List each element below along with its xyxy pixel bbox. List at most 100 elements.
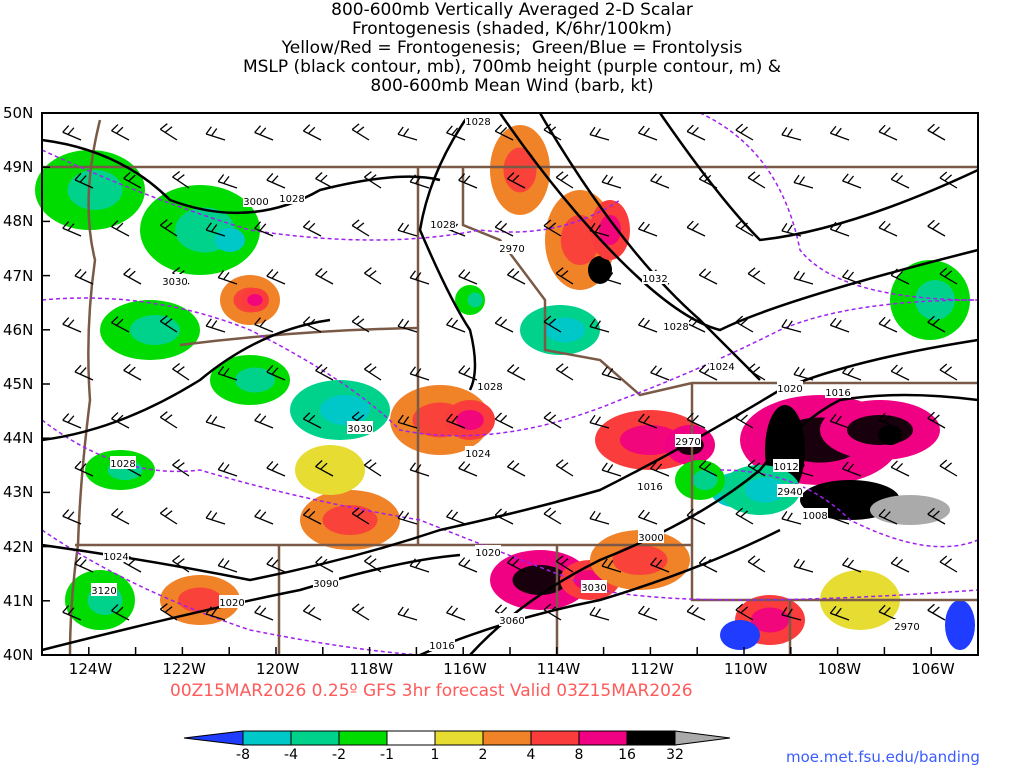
wind-barb (793, 366, 814, 381)
label-bg (243, 194, 269, 207)
label-bg (642, 271, 668, 284)
wind-barb (266, 269, 286, 285)
wind-barb (111, 316, 130, 333)
wind-barb (543, 219, 562, 237)
lon-label: 116W (443, 660, 487, 678)
wind-barb (506, 268, 526, 285)
lat-label: 46N (3, 320, 34, 339)
wind-barb (781, 319, 802, 333)
colorbar-min-arrow (183, 730, 244, 746)
wind-barb (205, 606, 226, 621)
wind-barb (351, 603, 370, 621)
label-bg (581, 580, 607, 593)
wind-barb (254, 605, 274, 621)
wind-barb (315, 172, 334, 189)
wind-barb (172, 458, 190, 477)
wind-barb (698, 172, 718, 189)
frontogenesis-area (945, 600, 975, 650)
wind-barb (446, 605, 466, 621)
wind-barb (829, 221, 850, 237)
wind-barb (650, 173, 670, 189)
label-bg (637, 479, 663, 492)
wind-barb (409, 174, 430, 189)
wind-barb (217, 558, 238, 573)
colorbar-label: -8 (236, 747, 250, 763)
wind-barb (111, 412, 130, 429)
wind-barb (829, 605, 850, 621)
wind-barb (829, 413, 850, 429)
wind-barb (397, 126, 418, 141)
wind-barb (878, 604, 898, 621)
wind-barb (890, 364, 910, 381)
credit-link[interactable]: moe.met.fsu.edu/banding (786, 748, 980, 766)
title-line: Frontogenesis (shaded, K/6hr/100km) (352, 19, 672, 39)
wind-barb (364, 363, 382, 381)
wind-barb (878, 124, 898, 141)
wind-barb (735, 603, 754, 621)
wind-barb (555, 267, 574, 285)
frontolysis-core (235, 367, 275, 393)
wind-barb (735, 411, 754, 429)
label-bg (773, 459, 799, 472)
colorbar-swatch (626, 730, 676, 746)
wind-barb (939, 267, 958, 285)
wind-barb (74, 172, 94, 189)
wind-barb (927, 123, 946, 141)
colorbar-label: 1 (430, 747, 440, 763)
wind-barb (589, 510, 610, 525)
colorbar-label: 2 (478, 747, 488, 763)
wind-barb (781, 511, 802, 525)
wind-barb (62, 509, 82, 525)
wind-barb (446, 509, 466, 525)
wind-barb (315, 556, 334, 573)
wind-barb (793, 174, 814, 189)
wind-barb (205, 126, 226, 141)
wind-barb (601, 174, 622, 189)
frontogenesis-core (599, 215, 621, 245)
wind-barb (506, 556, 526, 573)
wind-barb (878, 316, 898, 333)
mslp-label: 1024 (103, 552, 128, 563)
title-line: 800-600mb Vertically Averaged 2-D Scalar (331, 0, 693, 20)
wind-barbs (62, 123, 958, 621)
wind-barb (159, 603, 178, 621)
mslp-label: 1016 (429, 641, 454, 652)
wind-barb (781, 223, 802, 237)
wind-barb (62, 317, 82, 333)
wind-barb (364, 459, 382, 477)
mslp-label: 1028 (430, 220, 455, 231)
title-line: 800-600mb Mean Wind (barb, kt) (370, 76, 654, 96)
state-borders (42, 119, 978, 656)
wind-barb (254, 509, 274, 525)
wind-barb (111, 604, 130, 621)
lon-label: 106W (911, 660, 955, 678)
wind-barb (842, 461, 862, 477)
colorbar-label: 32 (666, 747, 684, 763)
colorbar-swatch (386, 730, 436, 746)
lon-label: 110W (724, 660, 768, 678)
wind-barb (555, 555, 574, 573)
wind-barb (735, 315, 754, 333)
wind-barb (62, 605, 82, 621)
label-bg (162, 274, 188, 287)
label-bg (219, 595, 245, 608)
label-bg (475, 545, 501, 558)
wind-barb (506, 460, 526, 477)
title-line: MSLP (black contour, mb), 700mb height (… (242, 57, 782, 77)
label-bg (825, 385, 851, 398)
wind-barb (74, 556, 94, 573)
forecast-subtitle: 00Z15MAR2026 0.25º GFS 3hr forecast Vali… (170, 681, 693, 701)
colorbar (183, 730, 731, 746)
frontogenesis-core (322, 505, 378, 535)
wind-barb (302, 604, 322, 621)
wind-barb (927, 219, 946, 237)
wind-barb (159, 123, 178, 141)
wind-barb (735, 507, 754, 525)
mslp-label: 1024 (709, 362, 734, 373)
wind-barb (506, 172, 526, 189)
colorbar-max-arrow (674, 730, 731, 746)
wind-barb (890, 556, 910, 573)
wind-barb (686, 220, 706, 237)
wind-barb (123, 267, 142, 285)
